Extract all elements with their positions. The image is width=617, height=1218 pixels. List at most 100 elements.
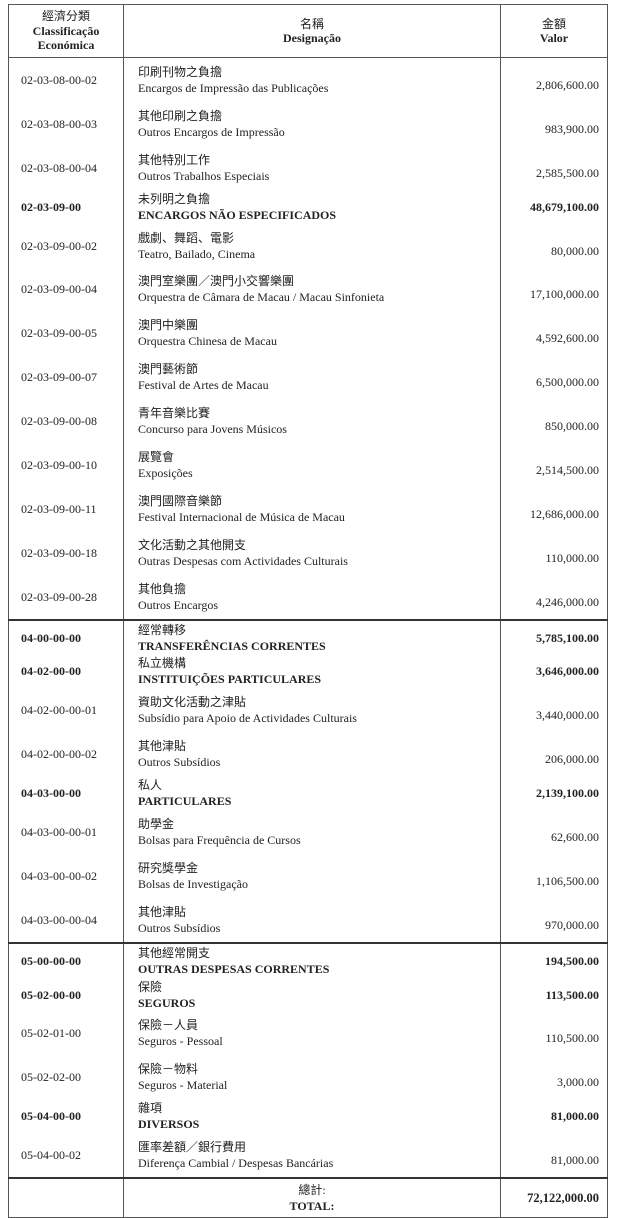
designation-zh: 匯率差額／銀行費用: [138, 1140, 247, 1155]
designation-zh: 未列明之負擔: [138, 191, 211, 206]
table-row: 05-00-00-00 其他經常開支 OUTRAS DESPESAS CORRENT…: [8, 941, 608, 978]
row-code: 02-03-09-00-08: [8, 399, 124, 444]
table-row: 05-02-01-00 保險－人員 Seguros - Pessoal 110,500…: [8, 1011, 608, 1056]
row-designation: 其他經常開支 OUTRAS DESPESAS CORRENTES: [123, 941, 501, 978]
designation-zh: 經常轉移: [138, 622, 187, 637]
table-row: 04-00-00-00 經常轉移 TRANSFERÊNCIAS CORRENTES 5…: [8, 618, 608, 655]
table-row: 04-03-00-00-02 研究獎學金 Bolsas de Investigaçã…: [8, 853, 608, 898]
designation-zh: 雜項: [138, 1101, 163, 1116]
row-designation: 保險－人員 Seguros - Pessoal: [123, 1011, 501, 1056]
designation-pt: Outras Despesas com Actividades Culturai…: [138, 553, 348, 568]
designation-pt: Festival Internacional de Música de Maca…: [138, 509, 345, 524]
table-header: 經濟分類 Classificação Económica 名稱 Designaç…: [8, 4, 608, 58]
designation-pt: Encargos de Impressão das Publicações: [138, 80, 329, 95]
row-designation: 青年音樂比賽 Concurso para Jovens Músicos: [123, 399, 501, 444]
designation-zh: 澳門藝術節: [138, 362, 199, 377]
row-designation: 印刷刊物之負擔 Encargos de Impressão das Publica…: [123, 56, 501, 102]
row-designation: 澳門中樂團 Orquestra Chinesa de Macau: [123, 311, 501, 356]
designation-pt: Subsídio para Apoio de Actividades Cultu…: [138, 711, 357, 726]
designation-pt: Concurso para Jovens Músicos: [138, 422, 287, 437]
designation-zh: 助學金: [138, 816, 175, 831]
designation-zh: 澳門中樂團: [138, 318, 199, 333]
row-value: 983,900.00: [500, 101, 608, 146]
row-value: 3,440,000.00: [500, 688, 608, 733]
row-value: 2,514,500.00: [500, 443, 608, 487]
row-designation: 其他津貼 Outros Subsídios: [123, 897, 501, 943]
designation-pt: SEGUROS: [138, 995, 196, 1010]
designation-zh: 其他印刷之負擔: [138, 108, 223, 123]
row-code: 04-03-00-00-01: [8, 810, 124, 854]
row-designation: 澳門國際音樂節 Festival Internacional de Música …: [123, 486, 501, 531]
row-value: 17,100,000.00: [500, 267, 608, 312]
table-row: 04-03-00-00-04 其他津貼 Outros Subsídios 970,00…: [8, 897, 608, 943]
designation-pt: Orquestra Chinesa de Macau: [138, 334, 277, 349]
table-row: 02-03-09-00-02 戲劇、舞蹈、電影 Teatro, Bailado, C…: [8, 223, 608, 268]
designation-zh: 資助文化活動之津貼: [138, 695, 247, 710]
row-designation: 匯率差額／銀行費用 Diferença Cambial / Despesas Ba…: [123, 1133, 501, 1179]
table-row: 02-03-09-00-11 澳門國際音樂節 Festival Internacio…: [8, 486, 608, 531]
table-row: 04-02-00-00-02 其他津貼 Outros Subsídios 206,00…: [8, 732, 608, 777]
designation-zh: 其他經常開支: [138, 945, 211, 960]
total-value: 72,122,000.00: [500, 1177, 608, 1218]
designation-zh: 其他特別工作: [138, 152, 211, 167]
designation-pt: Outros Encargos: [138, 597, 219, 612]
row-designation: 保險 SEGUROS: [123, 977, 501, 1012]
total-code-cell: [8, 1177, 124, 1218]
row-value: 62,600.00: [500, 810, 608, 854]
table-row: 02-03-09-00-28 其他負擔 Outros Encargos 4,246,0…: [8, 574, 608, 620]
row-designation: 澳門室樂團／澳門小交響樂團 Orquestra de Câmara de Maca…: [123, 267, 501, 312]
row-designation: 研究獎學金 Bolsas de Investigação: [123, 853, 501, 898]
table-row: 05-02-00-00 保險 SEGUROS 113,500.00: [8, 977, 608, 1012]
row-code: 02-03-09-00: [8, 189, 124, 224]
row-value: 48,679,100.00: [500, 189, 608, 224]
row-code: 02-03-09-00-18: [8, 530, 124, 575]
row-value: 206,000.00: [500, 732, 608, 777]
table-row: 04-03-00-00-01 助學金 Bolsas para Frequência …: [8, 810, 608, 854]
row-designation: 保險－物料 Seguros - Material: [123, 1055, 501, 1100]
row-value: 110,500.00: [500, 1011, 608, 1056]
designation-zh: 保險－物料: [138, 1062, 199, 1077]
row-designation: 私立機構 INSTITUIÇÕES PARTICULARES: [123, 654, 501, 689]
designation-pt: ENCARGOS NÃO ESPECIFICADOS: [138, 207, 337, 222]
row-designation: 私人 PARTICULARES: [123, 776, 501, 811]
table-row: 02-03-09-00-08 青年音樂比賽 Concurso para Jovens…: [8, 399, 608, 444]
row-designation: 其他津貼 Outros Subsídios: [123, 732, 501, 777]
row-designation: 文化活動之其他開支 Outras Despesas com Actividades…: [123, 530, 501, 575]
row-code: 05-02-01-00: [8, 1011, 124, 1056]
table-row: 05-04-00-00 雜項 DIVERSOS 81,000.00: [8, 1099, 608, 1134]
row-value: 2,806,600.00: [500, 56, 608, 102]
row-code: 02-03-09-00-10: [8, 443, 124, 487]
designation-pt: Diferença Cambial / Despesas Bancárias: [138, 1156, 334, 1171]
designation-pt: Seguros - Material: [138, 1078, 228, 1093]
row-designation: 資助文化活動之津貼 Subsídio para Apoio de Activida…: [123, 688, 501, 733]
table-row: 05-04-00-02 匯率差額／銀行費用 Diferença Cambial / …: [8, 1133, 608, 1179]
row-code: 02-03-08-00-02: [8, 56, 124, 102]
designation-pt: Teatro, Bailado, Cinema: [138, 246, 256, 261]
row-code: 02-03-09-00-02: [8, 223, 124, 268]
row-code: 04-03-00-00: [8, 776, 124, 811]
designation-zh: 保險: [138, 979, 163, 994]
designation-zh: 保險－人員: [138, 1018, 199, 1033]
designation-zh: 文化活動之其他開支: [138, 537, 247, 552]
designation-pt: Outros Subsídios: [138, 755, 221, 770]
designation-zh: 其他負擔: [138, 581, 187, 596]
designation-pt: Orquestra de Câmara de Macau / Macau Sin…: [138, 290, 385, 305]
row-value: 3,646,000.00: [500, 654, 608, 689]
designation-zh: 研究獎學金: [138, 860, 199, 875]
row-value: 5,785,100.00: [500, 618, 608, 655]
designation-zh: 澳門室樂團／澳門小交響樂團: [138, 274, 295, 289]
designation-zh: 其他津貼: [138, 739, 187, 754]
row-code: 04-03-00-00-04: [8, 897, 124, 943]
row-value: 12,686,000.00: [500, 486, 608, 531]
row-code: 05-00-00-00: [8, 941, 124, 978]
row-code: 04-02-00-00: [8, 654, 124, 689]
budget-table: 經濟分類 Classificação Económica 名稱 Designaç…: [8, 4, 608, 1218]
row-value: 81,000.00: [500, 1099, 608, 1134]
row-value: 110,000.00: [500, 530, 608, 575]
row-designation: 戲劇、舞蹈、電影 Teatro, Bailado, Cinema: [123, 223, 501, 268]
row-value: 2,139,100.00: [500, 776, 608, 811]
row-designation: 雜項 DIVERSOS: [123, 1099, 501, 1134]
designation-zh: 戲劇、舞蹈、電影: [138, 230, 235, 245]
row-designation: 經常轉移 TRANSFERÊNCIAS CORRENTES: [123, 618, 501, 655]
row-designation: 其他負擔 Outros Encargos: [123, 574, 501, 620]
